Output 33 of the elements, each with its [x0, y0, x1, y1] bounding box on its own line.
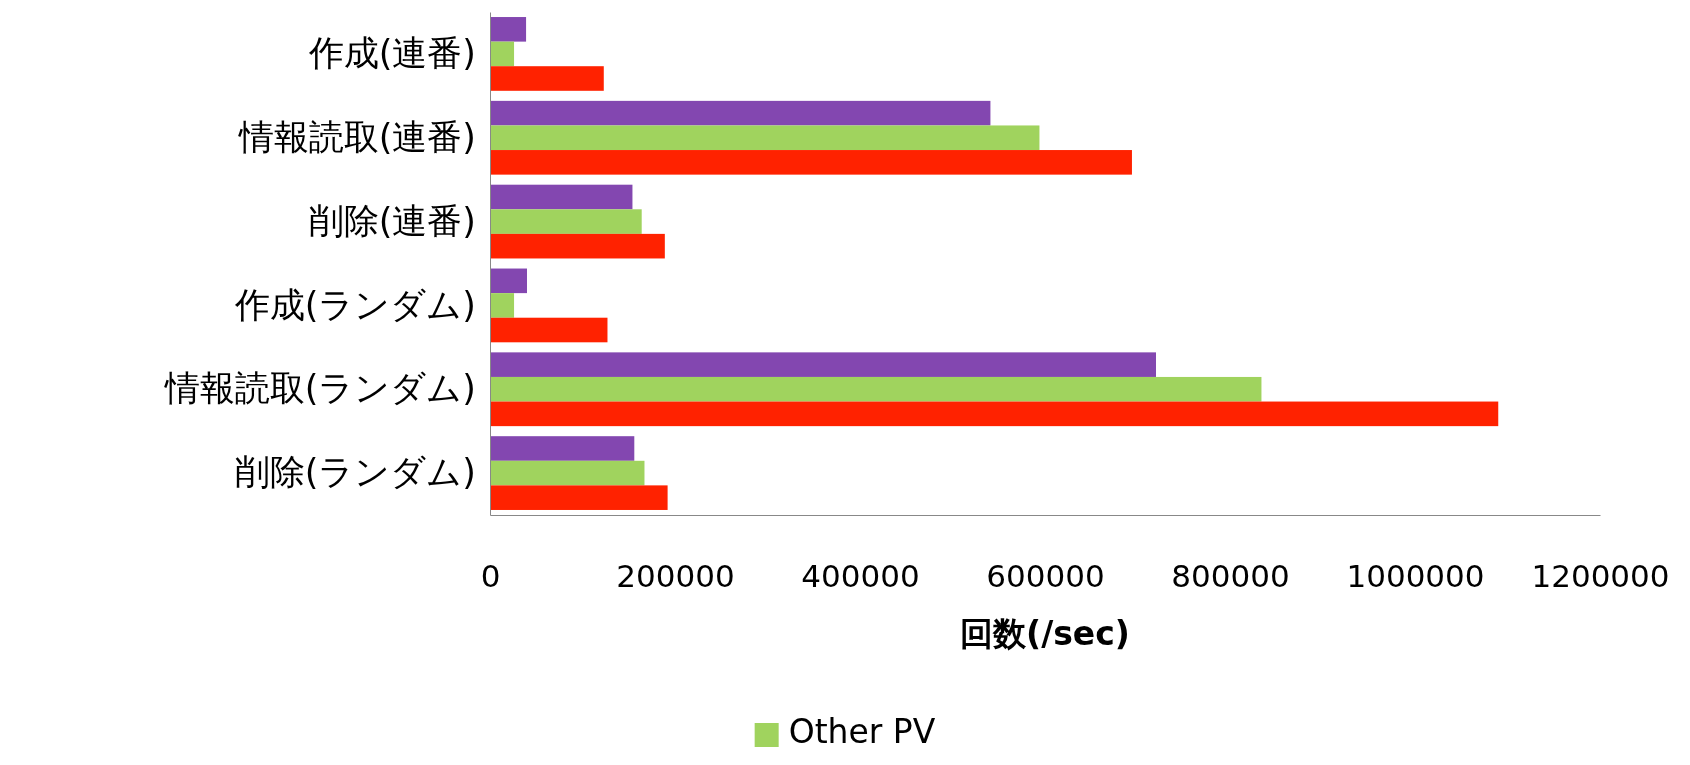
y-tick-label: 情報読取(ランダム): [163, 368, 476, 409]
bar: [490, 268, 527, 294]
x-tick-label: 0: [480, 558, 501, 595]
x-tick-label: 1200000: [1531, 558, 1670, 595]
bar: [490, 125, 1040, 151]
bar: [490, 293, 515, 318]
y-tick-label: 情報読取(連番): [237, 116, 476, 157]
bar: [490, 150, 1132, 175]
bar: [490, 460, 645, 486]
bar: [490, 100, 991, 126]
bar: [490, 485, 668, 510]
x-tick-label: 400000: [801, 558, 920, 595]
bar: [490, 66, 604, 91]
bar: [490, 436, 635, 461]
bar: [490, 184, 633, 210]
x-tick-label: 600000: [986, 558, 1105, 595]
bar: [490, 376, 1262, 402]
y-tick-label: 作成(ランダム): [233, 284, 476, 325]
bar: [490, 209, 642, 234]
x-tick-label: 200000: [616, 558, 735, 595]
bar: [490, 233, 665, 259]
x-tick-label: 800000: [1171, 558, 1290, 595]
bar: [490, 17, 527, 42]
y-tick-label: 作成(連番): [307, 33, 476, 74]
legend-label: Other PV: [788, 712, 936, 751]
bar: [490, 317, 608, 343]
y-tick-label: 削除(連番): [308, 200, 476, 241]
y-tick-label: 削除(ランダム): [234, 452, 476, 493]
bar: [490, 41, 515, 67]
bar: [490, 401, 1499, 427]
x-tick-label: 1000000: [1346, 558, 1485, 595]
x-axis-title: 回数(/sec): [960, 614, 1130, 653]
bar: [490, 352, 1156, 377]
